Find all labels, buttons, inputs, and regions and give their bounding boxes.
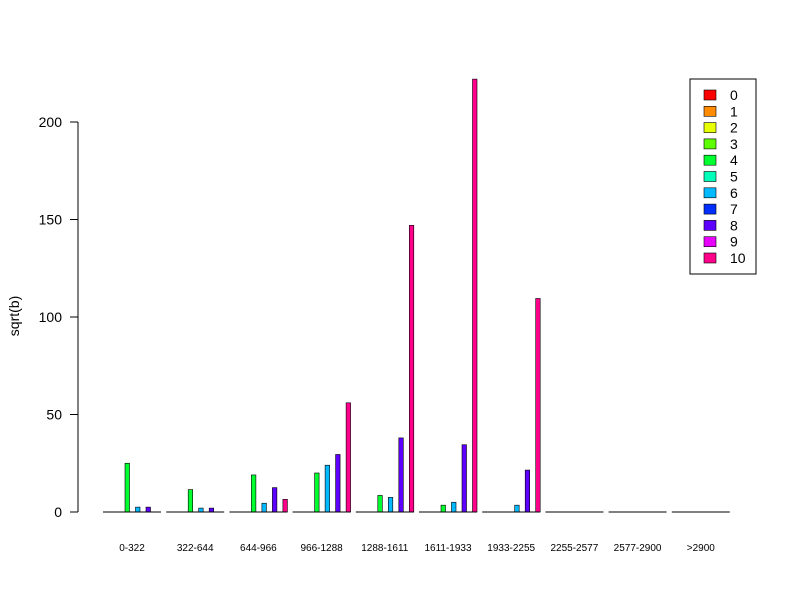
category-label: 966-1288 [300, 543, 343, 554]
bar-series-8 [272, 487, 278, 513]
bar-series-4 [314, 472, 320, 513]
bar-series-10 [282, 499, 288, 513]
legend-label: 2 [730, 120, 738, 136]
legend-label: 8 [730, 217, 738, 233]
bar-series-6 [135, 506, 141, 513]
bar-series-6 [324, 464, 330, 513]
y-axis-label: sqrt(b) [6, 296, 22, 336]
bar-series-6 [261, 502, 267, 513]
legend-box [689, 78, 757, 275]
bar-series-8 [208, 507, 214, 513]
bar-series-6 [451, 501, 457, 513]
legend-swatch [703, 203, 717, 215]
category-label: 1933-2255 [487, 543, 535, 554]
legend-swatch [703, 252, 717, 264]
legend-swatch [703, 154, 717, 166]
y-tick-label: 100 [39, 309, 63, 325]
bar-series-4 [187, 489, 193, 513]
legend-label: 3 [730, 136, 738, 152]
bar-series-4 [440, 504, 446, 513]
legend-swatch [703, 106, 717, 117]
category-label: 0-322 [119, 543, 145, 554]
category-label: 2255-2577 [550, 543, 598, 554]
legend-label: 10 [730, 250, 746, 266]
legend-swatch [703, 187, 717, 199]
bar-series-6 [387, 497, 394, 513]
legend-swatch [703, 220, 717, 231]
bar-series-8 [335, 454, 341, 513]
category-label: 322-644 [177, 543, 214, 554]
bar-series-6 [198, 507, 204, 513]
category-label: 1611-1933 [424, 543, 472, 554]
category-label: 1288-1611 [361, 543, 409, 554]
y-tick-label: 50 [46, 407, 62, 423]
bar-series-4 [124, 462, 130, 513]
legend-swatch [703, 138, 717, 150]
legend-label: 7 [730, 201, 738, 217]
bar-series-4 [251, 474, 257, 513]
bar-series-10 [345, 402, 351, 513]
legend-label: 5 [730, 169, 738, 185]
bar-series-10 [408, 225, 415, 513]
legend-swatch [703, 89, 717, 101]
bar-series-8 [398, 437, 404, 513]
legend-label: 0 [730, 87, 738, 103]
bar-series-8 [524, 469, 531, 513]
bar-series-10 [472, 78, 478, 513]
legend-swatch [703, 236, 717, 247]
bar-series-4 [377, 495, 383, 513]
bar-series-10 [535, 298, 541, 513]
legend-label: 4 [730, 152, 738, 168]
y-tick-label: 150 [39, 212, 63, 228]
legend-label: 6 [730, 185, 738, 201]
category-label: 2577-2900 [614, 543, 662, 554]
bar-series-8 [145, 506, 151, 513]
category-label: 644-966 [240, 543, 277, 554]
y-tick-label: 0 [54, 504, 62, 520]
legend-label: 9 [730, 234, 738, 250]
bars [124, 78, 541, 513]
y-tick-label: 200 [39, 114, 63, 130]
category-label: >2900 [687, 543, 716, 554]
legend-label: 1 [730, 103, 738, 119]
category-labels: 0-322 322-644 644-966 966-1288 1288-1611 1611… [119, 543, 715, 554]
bar-series-8 [461, 444, 467, 513]
legend-swatch [703, 171, 717, 182]
y-axis: 0 50 100 150 200 [39, 114, 79, 520]
bar-series-6 [514, 504, 520, 513]
legend-swatch [703, 122, 717, 133]
